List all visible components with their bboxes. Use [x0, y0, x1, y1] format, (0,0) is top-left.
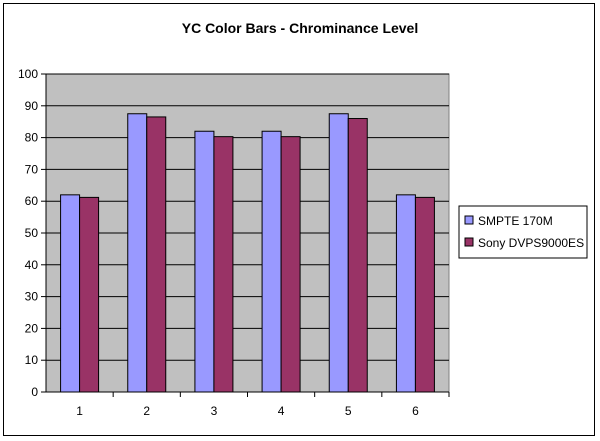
y-tick-label: 90	[25, 99, 39, 113]
y-tick-label: 100	[18, 67, 38, 81]
y-tick-label: 80	[25, 131, 39, 145]
bar	[213, 136, 234, 393]
y-tick-label: 20	[25, 321, 39, 335]
bar	[79, 196, 100, 393]
y-tick-label: 70	[25, 162, 39, 176]
y-tick-label: 10	[25, 353, 39, 367]
bar	[280, 136, 301, 393]
x-tick-label: 5	[345, 404, 352, 418]
bar	[146, 116, 167, 393]
y-tick-label: 60	[25, 194, 39, 208]
bar	[261, 130, 282, 393]
bar	[414, 196, 435, 393]
bar	[60, 194, 81, 393]
x-tick-label: 6	[412, 404, 419, 418]
y-tick-label: 40	[25, 258, 39, 272]
legend: SMPTE 170M Sony DVPS9000ES	[458, 205, 588, 259]
x-tick-label: 1	[76, 404, 83, 418]
legend-box	[458, 205, 588, 259]
y-tick-label: 0	[31, 385, 38, 399]
legend-swatch	[464, 215, 474, 225]
legend-label: Sony DVPS9000ES	[478, 236, 584, 250]
bar	[347, 118, 368, 393]
x-tick-label: 4	[278, 404, 285, 418]
plot-area: 0 10 20 30 40 50 60 70 80 90 100 1 2 3 4 5 6	[18, 67, 450, 418]
x-tick-label: 3	[211, 404, 218, 418]
y-tick-label: 50	[25, 226, 39, 240]
bar	[328, 113, 349, 393]
x-tick-label: 2	[143, 404, 150, 418]
chart-title: YC Color Bars - Chrominance Level	[182, 20, 419, 36]
legend-label: SMPTE 170M	[478, 214, 553, 228]
bar	[395, 194, 416, 393]
bar	[127, 113, 148, 393]
bar	[194, 130, 215, 393]
legend-swatch	[464, 237, 474, 247]
y-tick-label: 30	[25, 290, 39, 304]
